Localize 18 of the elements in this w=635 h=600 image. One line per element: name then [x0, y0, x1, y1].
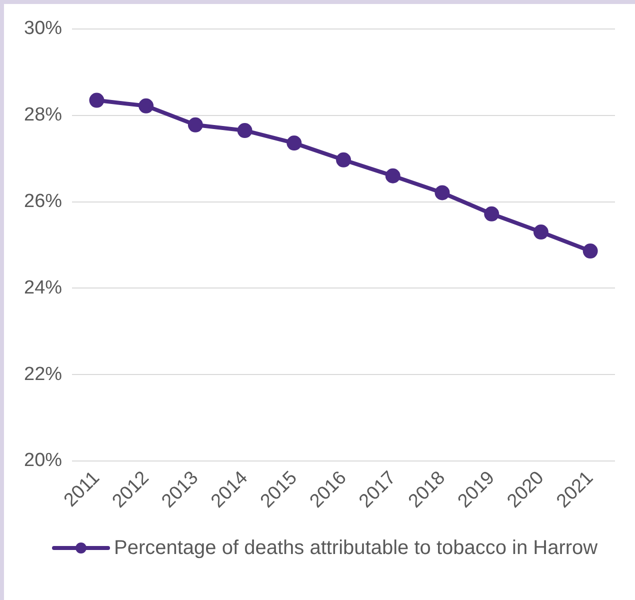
point [336, 152, 352, 168]
y-tick-label: 26% [24, 191, 62, 212]
y-tick-label: 30% [24, 18, 62, 40]
y-tick-label: 24% [24, 277, 62, 298]
point [188, 117, 203, 132]
y-tick-label: 22% [24, 364, 62, 385]
point [385, 168, 400, 184]
y-tick-label: 20% [24, 450, 62, 472]
point [533, 224, 548, 240]
point [434, 185, 450, 200]
point [237, 123, 252, 138]
y-tick-label: 28% [24, 104, 62, 126]
legend-label: Percentage of deaths attributable to tobacco in Harrow [114, 536, 598, 560]
point [138, 98, 154, 114]
point [286, 136, 302, 151]
point [484, 206, 500, 222]
point [89, 92, 104, 108]
point [582, 244, 598, 259]
